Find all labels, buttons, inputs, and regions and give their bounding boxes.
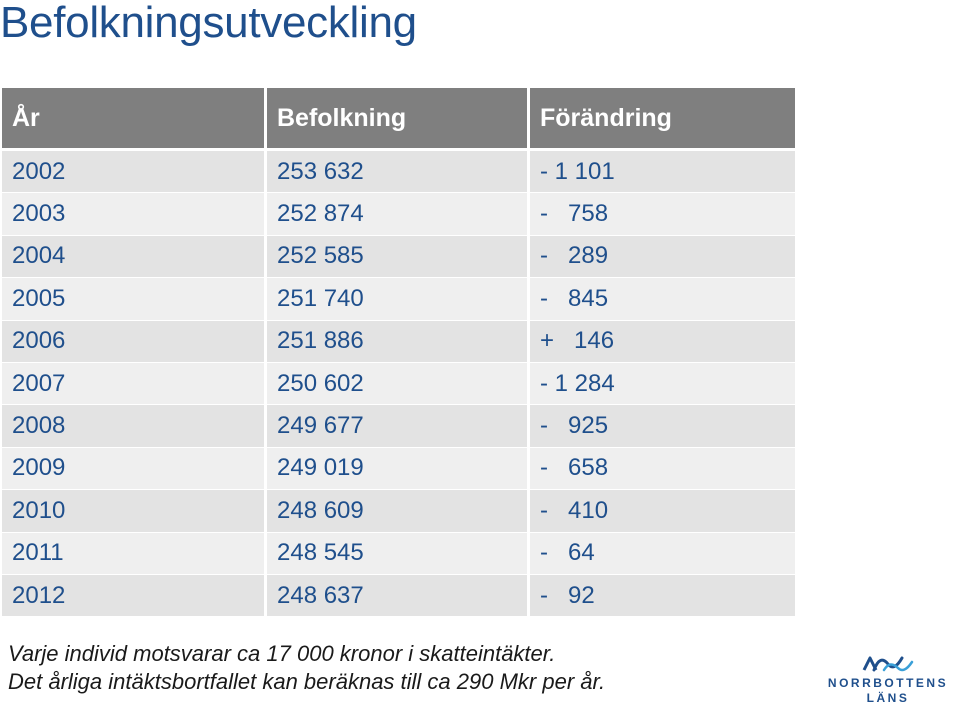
cell-population: 248 609	[267, 490, 530, 532]
cell-population: 249 677	[267, 405, 530, 447]
population-table: År Befolkning Förändring 2002 253 632 - …	[2, 88, 795, 618]
cell-change: - 1 284	[530, 362, 795, 405]
cell-population: 248 637	[267, 574, 530, 617]
cell-population: 248 545	[267, 532, 530, 574]
cell-population: 250 602	[267, 362, 530, 405]
cell-population: 252 874	[267, 193, 530, 235]
cell-year: 2012	[2, 574, 267, 617]
cell-population: 249 019	[267, 447, 530, 490]
cell-change: - 92	[530, 574, 795, 617]
cell-year: 2010	[2, 490, 267, 532]
logo-line-1: NORRBOTTENS	[827, 676, 949, 690]
cell-year: 2009	[2, 447, 267, 490]
header-year: År	[2, 88, 267, 148]
cell-change: - 64	[530, 532, 795, 574]
logo-line-2: LÄNS LANDSTING	[842, 691, 932, 706]
footnote-tax-per-person: Varje individ motsvarar ca 17 000 kronor…	[8, 641, 556, 666]
table-row: 2007 250 602 - 1 284	[2, 362, 795, 406]
table-row: 2006 251 886 + 146	[2, 320, 795, 363]
cell-change: - 658	[530, 447, 795, 490]
norrbotten-logo: NORRBOTTENS LÄNS LANDSTING	[818, 650, 958, 706]
table-row: 2005 251 740 - 845	[2, 278, 795, 321]
table-row: 2012 248 637 - 92	[2, 574, 795, 618]
cell-year: 2003	[2, 193, 267, 235]
header-population: Befolkning	[267, 88, 530, 148]
cell-year: 2006	[2, 320, 267, 362]
cell-year: 2008	[2, 405, 267, 447]
table-row: 2011 248 545 - 64	[2, 532, 795, 575]
table-row: 2009 249 019 - 658	[2, 447, 795, 491]
cell-change: - 289	[530, 235, 795, 278]
cell-year: 2002	[2, 151, 267, 193]
table-row: 2004 252 585 - 289	[2, 235, 795, 279]
header-change: Förändring	[530, 88, 795, 148]
table-row: 2002 253 632 - 1 101	[2, 151, 795, 194]
cell-year: 2004	[2, 235, 267, 278]
page-title: Befolkningsutveckling	[0, 0, 417, 47]
table-row: 2008 249 677 - 925	[2, 405, 795, 448]
cell-change: - 845	[530, 278, 795, 320]
cell-population: 253 632	[267, 151, 530, 193]
cell-change: - 758	[530, 193, 795, 235]
cell-year: 2011	[2, 532, 267, 574]
cell-population: 251 886	[267, 320, 530, 362]
cell-change: + 146	[530, 320, 795, 362]
cell-change: - 925	[530, 405, 795, 447]
cell-year: 2005	[2, 278, 267, 320]
cell-population: 252 585	[267, 235, 530, 278]
table-header-row: År Befolkning Förändring	[2, 88, 795, 148]
table-row: 2010 248 609 - 410	[2, 490, 795, 533]
cell-change: - 1 101	[530, 151, 795, 193]
logo-wave-icon	[862, 656, 914, 672]
cell-change: - 410	[530, 490, 795, 532]
footnote-revenue-loss: Det årliga intäktsbortfallet kan beräkna…	[8, 669, 606, 694]
cell-population: 251 740	[267, 278, 530, 320]
cell-year: 2007	[2, 362, 267, 405]
table-row: 2003 252 874 - 758	[2, 193, 795, 236]
